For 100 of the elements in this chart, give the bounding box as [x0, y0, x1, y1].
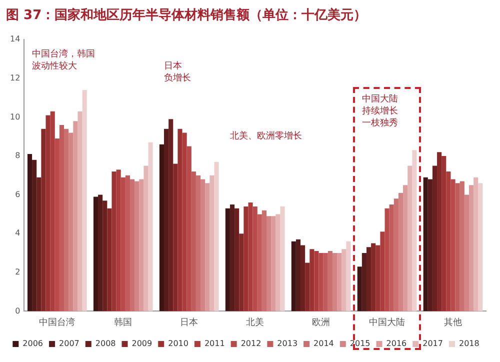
- bar: [27, 154, 32, 312]
- bar: [82, 90, 87, 312]
- legend-label: 2016: [386, 339, 407, 348]
- bar: [346, 241, 351, 312]
- bar: [210, 175, 214, 312]
- y-tick-label: 2: [15, 267, 20, 276]
- bar: [178, 128, 182, 312]
- x-tick-label: 中国台湾: [39, 316, 76, 328]
- bar: [239, 234, 244, 312]
- bar: [182, 132, 187, 312]
- bar: [469, 185, 474, 312]
- bar: [252, 206, 258, 312]
- legend-label: 2011: [204, 339, 225, 348]
- bar: [394, 198, 398, 312]
- bar: [125, 175, 130, 312]
- bar: [371, 243, 376, 312]
- bar: [214, 162, 219, 312]
- bar: [328, 251, 332, 312]
- bar: [428, 179, 432, 312]
- bar: [384, 208, 390, 312]
- bar: [134, 181, 140, 312]
- bar: [310, 249, 314, 312]
- bar: [98, 194, 103, 312]
- annotation: 北美、欧洲零增长: [230, 130, 302, 142]
- bar: [412, 150, 417, 312]
- bar: [148, 142, 153, 312]
- bar: [403, 185, 408, 312]
- bar: [93, 196, 98, 312]
- bar: [276, 214, 280, 312]
- legend-label: 2017: [422, 339, 443, 348]
- bar: [318, 253, 324, 312]
- x-tick-label: 韩国: [114, 316, 132, 328]
- bar: [432, 166, 438, 312]
- x-tick-label: 中国大陆: [369, 316, 406, 328]
- legend-label: 2006: [22, 339, 44, 348]
- bar: [455, 183, 460, 312]
- bar: [380, 232, 385, 312]
- bar: [464, 194, 469, 312]
- x-tick-label: 其他: [444, 316, 462, 328]
- bar: [54, 138, 60, 312]
- bar: [46, 115, 50, 312]
- bar: [332, 253, 338, 312]
- bar: [376, 245, 380, 312]
- bar: [68, 132, 74, 312]
- y-tick-label: 6: [15, 190, 20, 199]
- y-tick-label: 12: [10, 73, 20, 82]
- bar: [41, 128, 46, 312]
- bar: [159, 144, 164, 312]
- bar: [408, 166, 412, 312]
- bar: [271, 216, 276, 312]
- annotation: 中国台湾，韩国波动性较大: [32, 48, 96, 72]
- bar: [478, 183, 483, 312]
- bar: [266, 216, 272, 312]
- bar: [460, 181, 464, 312]
- bar: [73, 121, 78, 312]
- legend-label: 2015: [350, 339, 370, 348]
- bar: [78, 111, 82, 312]
- bar: [112, 172, 116, 312]
- bar: [262, 210, 267, 312]
- bar: [200, 179, 206, 312]
- y-tick-label: 14: [10, 34, 20, 44]
- legend-label: 2018: [458, 339, 480, 348]
- bar: [446, 172, 451, 312]
- bar: [244, 206, 248, 312]
- x-tick-label: 北美: [246, 316, 264, 328]
- bar: [280, 206, 285, 312]
- y-tick-label: 4: [15, 228, 20, 238]
- bar: [257, 214, 262, 312]
- bar: [234, 208, 240, 312]
- bar: [357, 266, 362, 312]
- bar: [64, 128, 69, 312]
- bar: [196, 175, 201, 312]
- bar: [305, 262, 310, 312]
- bar: [102, 200, 108, 312]
- bar: [442, 156, 446, 312]
- legend-label: 2012: [240, 339, 262, 348]
- bar: [139, 179, 144, 312]
- x-tick-label: 欧洲: [312, 316, 330, 328]
- bar: [107, 208, 112, 312]
- bar: [205, 183, 210, 312]
- legend-label: 2010: [168, 339, 188, 348]
- bar: [168, 119, 174, 312]
- bar: [59, 124, 64, 312]
- y-tick-label: 8: [15, 151, 20, 160]
- bar: [314, 251, 319, 312]
- bar: [342, 249, 346, 312]
- bar: [389, 204, 394, 312]
- bar: [186, 146, 192, 312]
- bar: [300, 245, 306, 312]
- bar: [296, 239, 301, 312]
- bar: [144, 166, 148, 312]
- bar: [116, 170, 121, 312]
- annotation: 日本负增长: [164, 60, 192, 84]
- bar: [337, 253, 342, 312]
- bar: [437, 152, 442, 312]
- bar: [323, 253, 328, 312]
- bar: [423, 177, 428, 312]
- y-tick-label: 10: [10, 112, 20, 122]
- bar: [362, 253, 366, 312]
- bar: [36, 177, 42, 312]
